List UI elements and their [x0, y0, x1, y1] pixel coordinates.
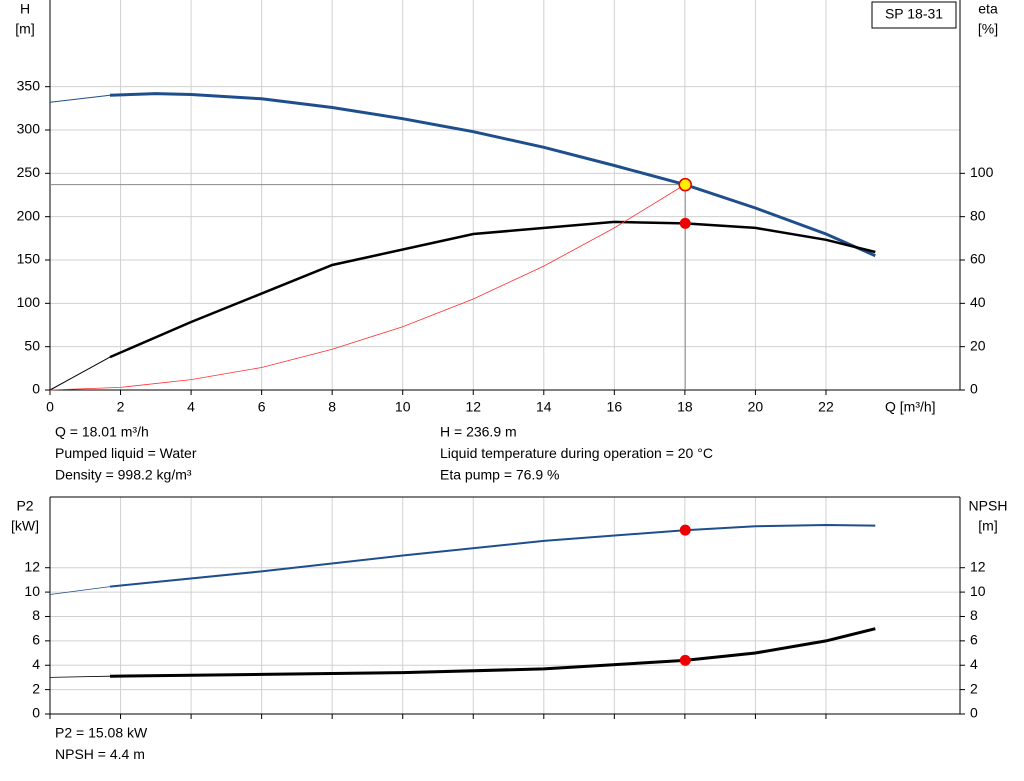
y-tick-label: 6: [32, 632, 40, 648]
model-box: [871, 1, 957, 29]
y2-axis-label: NPSH: [969, 498, 1008, 514]
curve: [109, 92, 876, 258]
x-tick-label: 0: [46, 399, 54, 415]
y2-tick-label: 40: [970, 294, 986, 310]
y-tick-label: 0: [32, 705, 40, 721]
y-tick-label: 150: [17, 251, 41, 267]
y2-tick-label: 60: [970, 251, 986, 267]
model-name: SP 18-31: [885, 6, 943, 22]
y2-tick-label: 100: [970, 164, 994, 180]
curve: [49, 94, 111, 103]
y-tick-label: 300: [17, 121, 41, 137]
y-axis-unit: [kW]: [11, 518, 39, 534]
y2-tick-label: 12: [970, 558, 986, 574]
x-tick-label: 4: [187, 399, 195, 415]
curve: [49, 184, 686, 391]
y-axis-label: P2: [16, 498, 33, 514]
y2-tick-label: 20: [970, 337, 986, 353]
x-tick-label: 2: [117, 399, 125, 415]
duty-point-y2: [679, 654, 691, 666]
y2-tick-label: 10: [970, 583, 986, 599]
y-tick-label: 8: [32, 607, 40, 623]
x-tick-label: 20: [748, 399, 764, 415]
y-tick-label: 250: [17, 164, 41, 180]
x-tick-label: 12: [465, 399, 481, 415]
y2-axis-unit: [%]: [978, 21, 998, 37]
info-text: P2 = 15.08 kW: [55, 725, 148, 741]
y-tick-label: 2: [32, 680, 40, 696]
info-text: Eta pump = 76.9 %: [440, 467, 559, 483]
info-text: Liquid temperature during operation = 20…: [440, 445, 713, 461]
y2-tick-label: 4: [970, 656, 978, 672]
y2-tick-label: 2: [970, 680, 978, 696]
y2-tick-label: 80: [970, 207, 986, 223]
x-tick-label: 10: [395, 399, 411, 415]
y-tick-label: 10: [24, 583, 40, 599]
curve: [109, 220, 876, 359]
y2-tick-label: 6: [970, 632, 978, 648]
curve: [49, 356, 111, 391]
x-tick-label: 14: [536, 399, 552, 415]
info-text: H = 236.9 m: [440, 424, 517, 440]
x-tick-label: 22: [818, 399, 834, 415]
y-tick-label: 50: [24, 337, 40, 353]
y2-axis-unit: [m]: [978, 518, 997, 534]
y-axis-label: H: [20, 1, 30, 17]
info-text: Density = 998.2 kg/m³: [55, 467, 192, 483]
y2-axis-label: eta: [978, 1, 998, 17]
curve: [109, 627, 876, 678]
duty-point: [679, 524, 691, 536]
curve: [49, 675, 111, 678]
x-axis-label: Q [m³/h]: [885, 399, 936, 415]
info-text: NPSH = 4.4 m: [55, 746, 145, 762]
x-tick-label: 8: [328, 399, 336, 415]
y-tick-label: 100: [17, 294, 41, 310]
y2-tick-label: 0: [970, 705, 978, 721]
curve: [109, 523, 876, 588]
x-tick-label: 18: [677, 399, 693, 415]
y-axis-unit: [m]: [15, 21, 34, 37]
x-tick-label: 16: [607, 399, 623, 415]
info-text: Pumped liquid = Water: [55, 445, 197, 461]
curve: [49, 586, 111, 595]
y-tick-label: 350: [17, 77, 41, 93]
y-tick-label: 200: [17, 207, 41, 223]
y-tick-label: 0: [32, 381, 40, 397]
duty-point-y2: [679, 217, 691, 229]
y-tick-label: 12: [24, 558, 40, 574]
y2-tick-label: 0: [970, 381, 978, 397]
duty-point: [678, 177, 692, 192]
y2-tick-label: 8: [970, 607, 978, 623]
info-text: Q = 18.01 m³/h: [55, 424, 149, 440]
x-tick-label: 6: [258, 399, 266, 415]
y-tick-label: 4: [32, 656, 40, 672]
